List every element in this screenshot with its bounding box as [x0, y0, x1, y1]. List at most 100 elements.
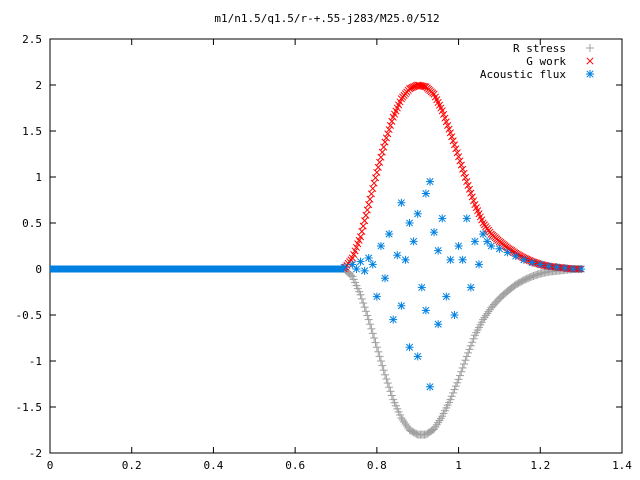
data-point — [340, 263, 349, 272]
data-point — [397, 301, 406, 310]
data-point — [454, 375, 463, 384]
data-point — [369, 184, 377, 193]
data-point — [370, 334, 379, 342]
data-point — [447, 392, 456, 401]
data-point — [487, 242, 496, 250]
data-point — [356, 290, 365, 299]
data-point — [441, 114, 449, 122]
data-point — [413, 352, 422, 361]
data-point — [438, 214, 447, 223]
data-point — [362, 211, 370, 219]
data-point — [409, 237, 418, 246]
data-point — [425, 382, 434, 391]
y-tick-label: -0.5 — [16, 309, 43, 322]
data-point — [377, 153, 385, 161]
data-point — [456, 157, 464, 165]
data-point — [469, 197, 478, 205]
data-point — [450, 311, 459, 319]
data-point — [381, 370, 390, 379]
series-r-stress — [340, 265, 586, 439]
data-point — [417, 283, 426, 292]
data-point — [356, 257, 365, 266]
x-tick-label: 0.8 — [367, 459, 387, 472]
data-point — [361, 217, 369, 225]
data-point — [459, 165, 467, 173]
data-point — [451, 382, 460, 391]
data-point — [352, 265, 361, 273]
y-tick-label: 2.5 — [22, 33, 42, 46]
plot-area — [50, 81, 586, 439]
data-point — [382, 374, 391, 383]
data-point — [462, 214, 471, 223]
data-point — [376, 158, 384, 166]
data-point — [393, 251, 402, 260]
data-point — [552, 263, 561, 272]
data-point — [466, 283, 475, 292]
data-point — [388, 117, 396, 125]
legend-label: R stress — [513, 42, 566, 55]
data-point — [368, 260, 377, 269]
data-point — [464, 181, 472, 189]
data-point — [438, 107, 446, 115]
data-point — [463, 178, 471, 186]
data-point — [357, 294, 366, 303]
y-tick-label: 1 — [35, 171, 42, 184]
data-point — [450, 385, 459, 394]
data-point — [421, 306, 430, 315]
data-point — [372, 292, 381, 301]
data-point — [376, 357, 385, 365]
data-point — [374, 347, 383, 356]
data-point — [430, 228, 439, 237]
data-point — [436, 414, 445, 423]
data-point — [389, 315, 398, 324]
data-point — [539, 261, 547, 269]
data-point — [359, 222, 367, 230]
data-point — [434, 320, 443, 329]
data-point — [384, 130, 392, 138]
data-point — [381, 274, 390, 283]
y-tick-label: -1 — [29, 355, 42, 368]
x-tick-label: 1 — [455, 459, 462, 472]
x-tick-label: 1.4 — [612, 459, 632, 472]
data-point — [470, 237, 479, 246]
data-point — [467, 189, 475, 197]
data-point — [444, 121, 452, 130]
data-point — [421, 189, 430, 198]
x-tick-label: 0.6 — [285, 459, 305, 472]
data-point — [577, 265, 586, 273]
data-point — [430, 425, 439, 434]
data-point — [540, 261, 548, 269]
legend-label: G work — [526, 55, 566, 68]
data-point — [458, 255, 467, 264]
data-point — [359, 299, 368, 308]
data-point — [415, 81, 423, 89]
data-point — [461, 173, 469, 182]
data-point — [376, 242, 385, 250]
data-point — [356, 233, 365, 241]
data-point — [405, 219, 414, 227]
data-point — [364, 315, 373, 324]
data-point — [455, 153, 463, 161]
x-tick-label: 0 — [47, 459, 54, 472]
data-point — [457, 161, 465, 169]
data-point — [414, 81, 422, 89]
data-point — [450, 141, 459, 149]
data-point — [519, 255, 528, 264]
data-point — [468, 193, 476, 201]
plot-frame — [49, 38, 623, 454]
data-point — [469, 334, 478, 343]
data-point — [466, 341, 475, 350]
data-point — [449, 388, 458, 397]
data-point — [435, 416, 444, 425]
data-point — [432, 420, 441, 429]
data-point — [475, 260, 483, 269]
data-point — [495, 244, 504, 253]
data-point — [385, 126, 393, 134]
data-point — [363, 311, 372, 320]
legend-marker — [586, 57, 594, 65]
data-point — [446, 129, 454, 137]
data-point — [465, 185, 474, 193]
data-point — [367, 324, 376, 333]
data-point — [379, 366, 388, 375]
